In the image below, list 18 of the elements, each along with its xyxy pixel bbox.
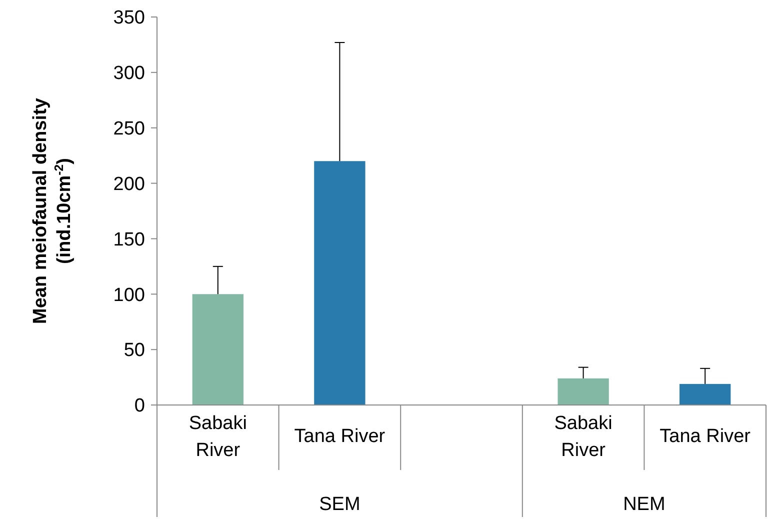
text: NEM [623, 494, 666, 515]
bar [558, 378, 609, 405]
y-tick-label: 300 [113, 63, 145, 84]
y-tick-label: 150 [113, 229, 145, 250]
x-tick-label: Sabaki River [554, 413, 612, 461]
y-tick-label: 250 [113, 118, 145, 140]
text: SEM [319, 494, 360, 515]
bar [314, 161, 366, 405]
y-tick-label: 50 [124, 340, 145, 362]
x-tick-label: Tana River [294, 426, 386, 447]
y-tick-label: 100 [113, 284, 145, 306]
x-tick-label: Tana River [660, 426, 752, 447]
y-tick-label: 350 [113, 8, 145, 29]
x-tick-label: Sabaki River [188, 413, 247, 461]
y-tick-label: 200 [113, 174, 145, 195]
y-tick-label: 0 [134, 396, 145, 417]
bar [680, 384, 731, 405]
bar [192, 294, 244, 405]
